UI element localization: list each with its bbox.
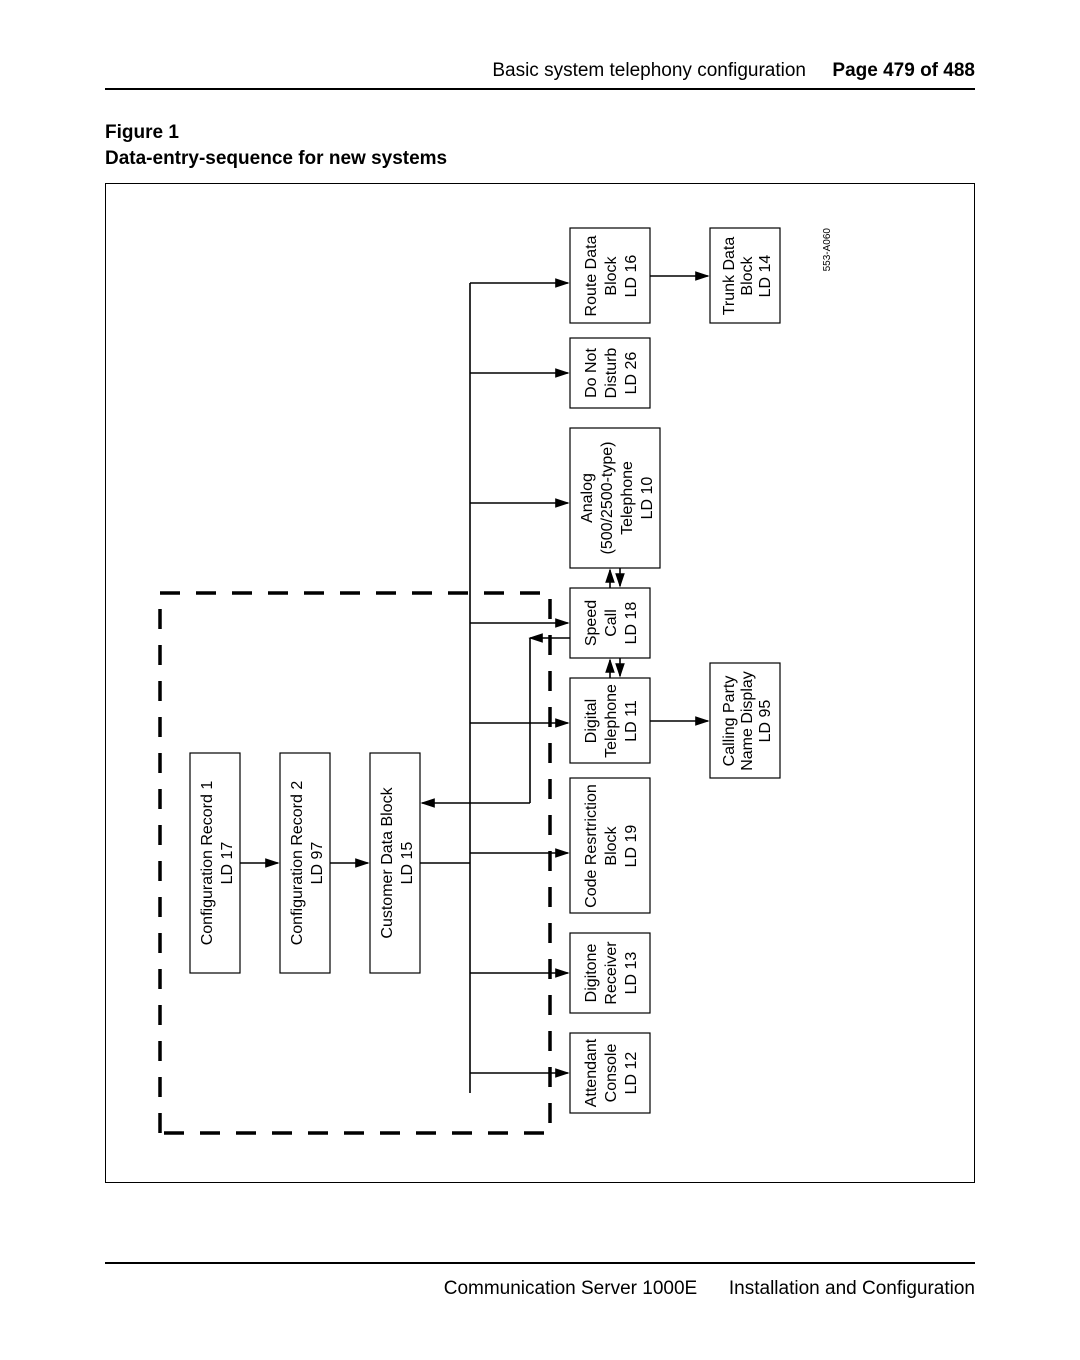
node-label: Telephone — [603, 684, 620, 758]
node-label: Receiver — [603, 941, 620, 1005]
node-label: Configuration Record 2 — [289, 781, 306, 946]
page-footer: Communication Server 1000E Installation … — [105, 1262, 975, 1300]
figure-label: Figure 1 Data-entry-sequence for new sys… — [105, 120, 975, 171]
section-title: Basic system telephony configuration — [492, 60, 806, 81]
node-label: (500/2500-type) — [599, 442, 616, 555]
node-label: LD 13 — [623, 952, 640, 995]
node-label: LD 15 — [399, 842, 416, 885]
node-label: LD 11 — [623, 700, 640, 742]
footer-rule — [105, 1262, 975, 1264]
node-label: Disturb — [603, 348, 620, 399]
node-calling-party-name-display: Calling Party Name Display LD 95 — [710, 663, 780, 778]
node-label: LD 97 — [309, 842, 326, 885]
node-label: LD 12 — [623, 1052, 640, 1095]
node-label: Console — [603, 1044, 620, 1103]
node-label: LD 10 — [639, 477, 656, 520]
node-label: LD 18 — [623, 602, 640, 645]
figure-footnote: 553-A060 — [822, 228, 833, 272]
node-route-data-block: Route Data Block LD 16 — [570, 228, 650, 323]
page-header: Basic system telephony configuration Pag… — [105, 60, 975, 82]
node-config-record-2: Configuration Record 2 LD 97 — [280, 753, 330, 973]
page-number: Page 479 of 488 — [832, 60, 975, 81]
node-label: LD 26 — [623, 352, 640, 395]
node-label: Configuration Record 1 — [199, 781, 216, 946]
node-digitone-receiver: Digitone Receiver LD 13 — [570, 933, 650, 1013]
header-rule — [105, 88, 975, 90]
node-do-not-disturb: Do Not Disturb LD 26 — [570, 338, 650, 408]
node-customer-data-block: Customer Data Block LD 15 — [370, 753, 420, 973]
node-label: Code Resrtriction — [583, 784, 600, 908]
node-label: Call — [603, 610, 620, 638]
node-label: Block — [603, 256, 620, 296]
node-label: Block — [603, 826, 620, 866]
figure-number: Figure 1 — [105, 122, 179, 143]
node-label: Attendant — [583, 1038, 600, 1107]
diagram-container: Configuration Record 1 LD 17 Configurati… — [105, 183, 975, 1183]
node-code-restriction-block: Code Resrtriction Block LD 19 — [570, 778, 650, 913]
node-label: LD 95 — [757, 700, 774, 743]
footer-text: Communication Server 1000E Installation … — [105, 1278, 975, 1300]
node-analog-telephone: Analog (500/2500-type) Telephone LD 10 — [570, 428, 660, 568]
node-digital-telephone: Digital Telephone LD 11 — [570, 678, 650, 763]
node-trunk-data-block: Trunk Data Block LD 14 — [710, 228, 780, 323]
flowchart-svg: Configuration Record 1 LD 17 Configurati… — [130, 203, 950, 1163]
node-label: LD 16 — [623, 255, 640, 298]
footer-left: Communication Server 1000E — [444, 1278, 697, 1299]
node-label: Block — [739, 256, 756, 296]
figure-caption: Data-entry-sequence for new systems — [105, 148, 447, 169]
node-label: Calling Party — [721, 676, 738, 767]
node-label: Telephone — [619, 461, 636, 535]
node-attendant-console: Attendant Console LD 12 — [570, 1033, 650, 1113]
node-label: Route Data — [583, 236, 600, 317]
diagram-rotated: Configuration Record 1 LD 17 Configurati… — [130, 203, 950, 1163]
node-label: LD 19 — [623, 825, 640, 868]
node-label: Name Display — [739, 671, 756, 771]
node-label: Digital — [583, 699, 600, 743]
node-label: LD 14 — [757, 255, 774, 298]
footer-right: Installation and Configuration — [729, 1278, 975, 1299]
node-label: Speed — [583, 600, 600, 646]
node-label: Digitone — [583, 944, 600, 1003]
node-label: Trunk Data — [721, 237, 738, 316]
node-label: Analog — [579, 473, 596, 523]
node-config-record-1: Configuration Record 1 LD 17 — [190, 753, 240, 973]
node-label: Customer Data Block — [379, 787, 396, 939]
node-label: LD 17 — [219, 842, 236, 885]
page-content: Basic system telephony configuration Pag… — [105, 60, 975, 1183]
node-speed-call: Speed Call LD 18 — [570, 588, 650, 658]
node-label: Do Not — [583, 348, 600, 398]
